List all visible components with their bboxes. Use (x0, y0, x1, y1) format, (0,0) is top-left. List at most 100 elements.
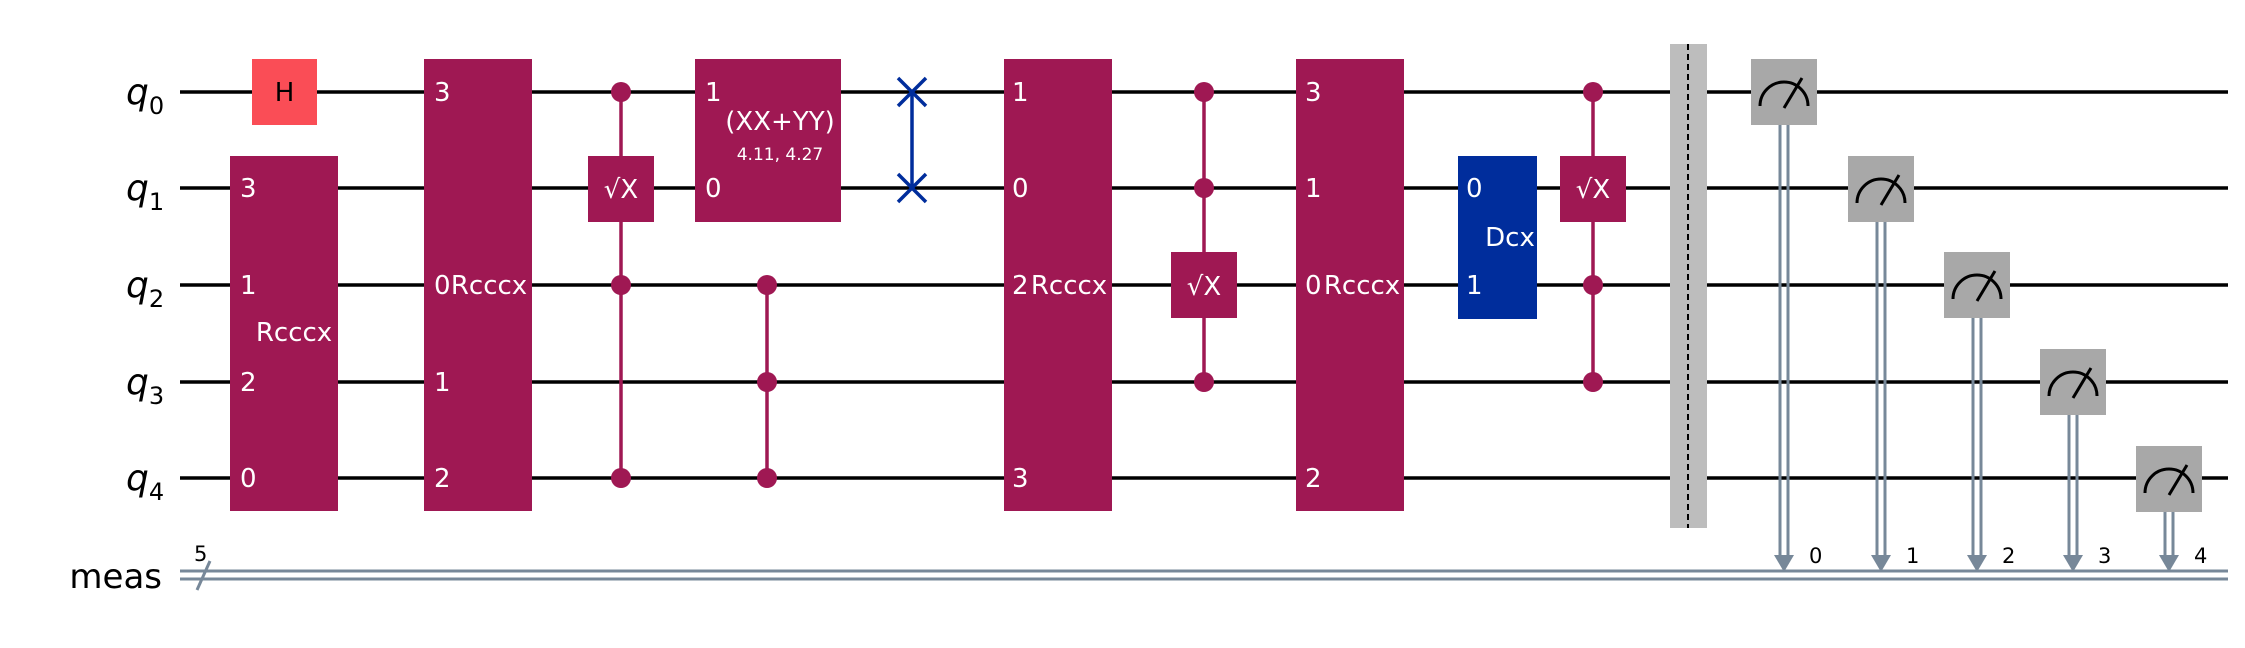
dcx-port-q2: 1 (1466, 271, 1483, 301)
measure-q1-box (1848, 156, 1914, 222)
controlled-sqrtx-3-label: √X (1576, 175, 1610, 205)
measure-q4-box (2136, 446, 2202, 512)
measure-q2-arrow (1967, 555, 1987, 572)
label-q1: q1 (126, 168, 164, 216)
h-gate-box (252, 59, 317, 125)
controlled-sqrtx-2-control-q3 (1194, 372, 1214, 392)
xx-plus-yy-gate: 1 0 (XX+YY) 4.11, 4.27 (695, 59, 841, 222)
controlled-sqrtx-1: √X (588, 82, 654, 488)
xx-plus-yy-params: 4.11, 4.27 (737, 145, 824, 165)
rcccx-gate-3: 1 0 2 3 Rcccx (1004, 59, 1112, 511)
xx-plus-yy-port-q0: 1 (705, 78, 722, 108)
measure-q3-meter-icon (2047, 370, 2099, 397)
label-q3: q3 (126, 362, 164, 410)
controlled-sqrtx-2-control-q1 (1194, 178, 1214, 198)
controlled-sqrtx-3-box (1560, 156, 1626, 222)
rcccx-gate-1-box (230, 156, 338, 511)
rcccx-gate-3-port-q1: 0 (1012, 174, 1029, 204)
rcccx-gate-3-port-q0: 1 (1012, 78, 1029, 108)
rcccx-gate-1: 3 1 2 0 Rcccx (230, 156, 338, 511)
measure-q4-needle (2167, 464, 2189, 496)
controlled-sqrtx-1-label: √X (604, 175, 638, 205)
measure-q0-bit: 0 (1809, 544, 1822, 568)
rcccx-gate-1-label: Rcccx (256, 318, 332, 348)
label-q0: q0 (126, 72, 164, 120)
label-q2-index: 2 (149, 285, 164, 313)
measure-q1-needle (1879, 174, 1901, 206)
rcccx-gate-4-port-q4: 2 (1305, 464, 1322, 494)
label-meas: meas (69, 557, 162, 597)
measure-q2: 2 (1944, 252, 2015, 572)
measure-q1: 1 (1848, 156, 1919, 572)
rcccx-gate-2-port-q4: 2 (434, 464, 451, 494)
measure-q1-meter-icon (1855, 177, 1907, 204)
register-width-label: 5 (194, 542, 207, 566)
xx-plus-yy-gate-box (695, 59, 841, 222)
measure-q4: 4 (2136, 446, 2207, 572)
label-q2-name: q (126, 265, 149, 306)
measure-q3: 3 (2040, 349, 2111, 572)
rcccx-gate-2-port-q3: 1 (434, 368, 451, 398)
multi-control-dot-q3 (757, 372, 777, 392)
dcx-port-q1: 0 (1466, 174, 1483, 204)
measure-q2-meter-icon (1951, 273, 2003, 300)
wire-labels: q0 q1 q2 q3 q4 meas (69, 72, 164, 597)
measure-q2-bit: 2 (2002, 544, 2015, 568)
measure-q0-box (1751, 59, 1817, 125)
controlled-sqrtx-3-control-q0 (1583, 82, 1603, 102)
label-q0-name: q (126, 72, 149, 113)
measure-q4-arrow (2159, 555, 2179, 572)
controlled-sqrtx-3-control-q3 (1583, 372, 1603, 392)
rcccx-gate-4-port-q2: 0 (1305, 271, 1322, 301)
controlled-sqrtx-2-label: √X (1187, 272, 1221, 302)
barrier (1670, 44, 1707, 528)
label-q0-index: 0 (149, 92, 164, 120)
measure-q3-bit: 3 (2098, 544, 2111, 568)
rcccx-gate-4-box (1296, 59, 1404, 511)
rcccx-gate-1-port-q3: 2 (240, 368, 257, 398)
h-gate-label: H (275, 78, 295, 108)
multi-control-dot-q2 (757, 275, 777, 295)
rcccx-gate-4-port-q0: 3 (1305, 78, 1322, 108)
label-q4-index: 4 (149, 478, 164, 506)
label-q3-name: q (126, 362, 149, 403)
controlled-sqrtx-1-control-q0 (611, 82, 631, 102)
measure-q1-bit: 1 (1906, 544, 1919, 568)
rcccx-gate-4-port-q1: 1 (1305, 174, 1322, 204)
measure-q0-arrow (1774, 555, 1794, 572)
rcccx-gate-4: 3 1 0 2 Rcccx (1296, 59, 1404, 511)
controlled-sqrtx-3-control-q2 (1583, 275, 1603, 295)
measure-q0: 0 (1751, 59, 1822, 572)
measure-q0-meter-icon (1758, 80, 1810, 107)
classical-register-wire: 5 (180, 542, 2228, 591)
rcccx-gate-3-port-q4: 3 (1012, 464, 1029, 494)
label-q1-name: q (126, 168, 149, 209)
measure-q1-arrow (1871, 555, 1891, 572)
rcccx-gate-1-port-q2: 1 (240, 271, 257, 301)
rcccx-gate-3-label: Rcccx (1031, 271, 1107, 301)
dcx-gate-label: Dcx (1485, 223, 1535, 253)
register-width-slash (195, 560, 212, 591)
measure-q4-bit: 4 (2194, 544, 2207, 568)
label-q2: q2 (126, 265, 164, 313)
label-q4: q4 (126, 458, 164, 506)
label-q1-index: 1 (149, 188, 164, 216)
controlled-sqrtx-1-control-q2 (611, 275, 631, 295)
measure-q3-arrow (2063, 555, 2083, 572)
controlled-sqrtx-2: √X (1171, 82, 1237, 392)
dcx-gate-box (1458, 156, 1537, 319)
swap-x-q1 (896, 172, 928, 204)
controlled-sqrtx-2-control-q0 (1194, 82, 1214, 102)
swap-x-q0 (896, 76, 928, 108)
label-q3-index: 3 (149, 382, 164, 410)
measure-q2-needle (1975, 270, 1997, 302)
xx-plus-yy-port-q1: 0 (705, 174, 722, 204)
label-q4-name: q (126, 458, 149, 499)
controlled-sqrtx-2-box (1171, 252, 1237, 318)
h-gate: H (252, 59, 317, 125)
rcccx-gate-3-port-q2: 2 (1012, 271, 1029, 301)
measure-q3-box (2040, 349, 2106, 415)
rcccx-gate-2-label: Rcccx (451, 271, 527, 301)
swap-gate (896, 76, 928, 204)
measure-q0-needle (1782, 77, 1804, 109)
